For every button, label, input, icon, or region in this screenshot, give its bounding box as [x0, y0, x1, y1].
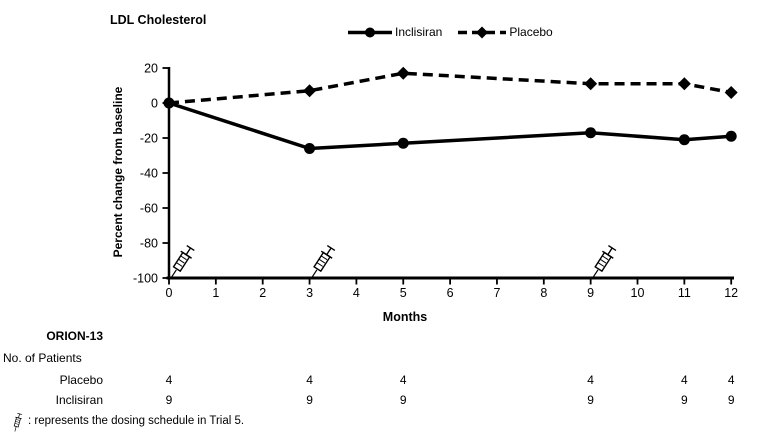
x-tick-label: 6: [447, 286, 454, 300]
data-point-inclisiran: [585, 127, 597, 139]
syringe-gradation: [180, 255, 187, 261]
x-tick-label: 1: [212, 286, 219, 300]
syringe-needle: [592, 269, 599, 278]
syringe-needle: [14, 426, 17, 432]
syringe-needle: [311, 269, 318, 278]
dose-syringe-icon: [170, 244, 195, 278]
data-point-placebo: [724, 86, 738, 99]
x-tick-label: 3: [306, 286, 313, 300]
data-point-inclisiran: [304, 143, 316, 154]
chart-title: LDL Cholesterol: [110, 13, 207, 27]
syringe-gradation: [15, 419, 20, 421]
y-tick-label: 0: [151, 97, 158, 111]
data-point-placebo: [396, 66, 410, 80]
patient-count-placebo-m9: 4: [587, 373, 594, 387]
syringe-gradation: [320, 255, 328, 261]
syringe-plunger: [607, 247, 613, 256]
x-tick-label: 7: [493, 286, 500, 300]
patient-count-inclisiran-m9: 9: [587, 393, 594, 407]
syringe-gradation: [599, 258, 607, 264]
dashed-line-diamond-marker-icon: [458, 26, 507, 38]
patient-count-inclisiran-m11: 9: [681, 393, 688, 407]
data-point-placebo: [677, 77, 691, 91]
legend-label-placebo: Placebo: [509, 25, 553, 39]
x-tick-label: 4: [353, 286, 360, 300]
x-axis-title: Months: [382, 310, 428, 324]
y-tick-label: -60: [140, 202, 158, 216]
syringe-plunger: [18, 413, 20, 419]
syringe-icon: [13, 412, 22, 432]
table-row-label-placebo: Placebo: [59, 373, 103, 387]
series-line-inclisiran: [168, 101, 732, 151]
patient-count-placebo-m11: 4: [681, 373, 688, 387]
syringe-gradation: [602, 255, 609, 261]
syringe-glyph: [13, 412, 22, 432]
syringe-needle: [170, 269, 177, 278]
legend: Inclisiran Placebo: [347, 25, 553, 39]
patient-count-placebo-m12: 4: [727, 373, 735, 387]
y-tick-label: -100: [133, 272, 158, 286]
data-point-inclisiran: [163, 97, 175, 109]
dose-syringe-icon: [311, 244, 336, 278]
syringe-barrel: [13, 416, 21, 428]
syringe-gradation: [597, 262, 605, 267]
y-tick-label: -40: [140, 167, 158, 181]
syringe-plunger-top: [186, 244, 195, 252]
data-point-inclisiran: [678, 134, 690, 146]
footnote-text: : represents the dosing schedule in Tria…: [28, 415, 245, 427]
footnote: : represents the dosing schedule in Tria…: [8, 411, 244, 432]
data-point-placebo: [584, 77, 598, 91]
x-tick-label: 2: [259, 286, 266, 300]
syringe-plunger-top: [326, 244, 336, 252]
patient-count-inclisiran-m12: 9: [727, 393, 735, 407]
dose-syringe-icon: [592, 244, 617, 278]
legend-label-inclisiran: Inclisiran: [395, 25, 443, 39]
patient-count-inclisiran-m0: 9: [165, 393, 173, 407]
syringe-gradation: [14, 423, 19, 425]
y-tick-label: 20: [144, 62, 158, 76]
x-tick-label: 11: [678, 286, 691, 300]
data-point-inclisiran: [725, 130, 737, 142]
x-tick-label: 5: [400, 286, 407, 300]
legend-item-placebo: Placebo: [457, 25, 553, 39]
solid-line-circle-marker-icon: [348, 27, 392, 37]
patient-count-inclisiran-m5: 9: [399, 393, 407, 407]
x-tick-label: 8: [540, 286, 547, 300]
patient-count-placebo-m3: 4: [306, 373, 313, 387]
syringe-plunger: [185, 247, 192, 256]
syringe-gradation: [178, 258, 185, 264]
syringe-gradation: [318, 258, 326, 264]
syringe-plunger-top: [608, 244, 617, 252]
data-point-placebo: [303, 84, 317, 98]
x-tick-label: 9: [587, 286, 594, 300]
syringe-gradation: [316, 262, 323, 267]
syringe-gradation: [175, 262, 183, 267]
x-tick-label: 12: [724, 286, 738, 300]
y-tick-label: -80: [140, 237, 158, 251]
table-row-label-inclisiran: Inclisiran: [55, 393, 103, 407]
syringe-gradation: [15, 421, 19, 423]
patient-count-placebo-m5: 4: [399, 373, 407, 387]
syringe-plunger-top: [17, 412, 22, 415]
legend-item-inclisiran: Inclisiran: [347, 25, 442, 39]
study-label: ORION-13: [46, 329, 103, 343]
syringe-plunger: [326, 247, 332, 256]
series-line-placebo: [168, 71, 732, 105]
patient-count-placebo-m0: 4: [165, 373, 173, 387]
x-tick-label: 10: [631, 286, 645, 300]
data-point-inclisiran: [397, 137, 409, 149]
patients-header: No. of Patients: [3, 351, 82, 365]
patient-count-inclisiran-m3: 9: [306, 393, 313, 407]
x-tick-label: 0: [166, 286, 173, 300]
y-tick-label: -20: [140, 132, 158, 146]
